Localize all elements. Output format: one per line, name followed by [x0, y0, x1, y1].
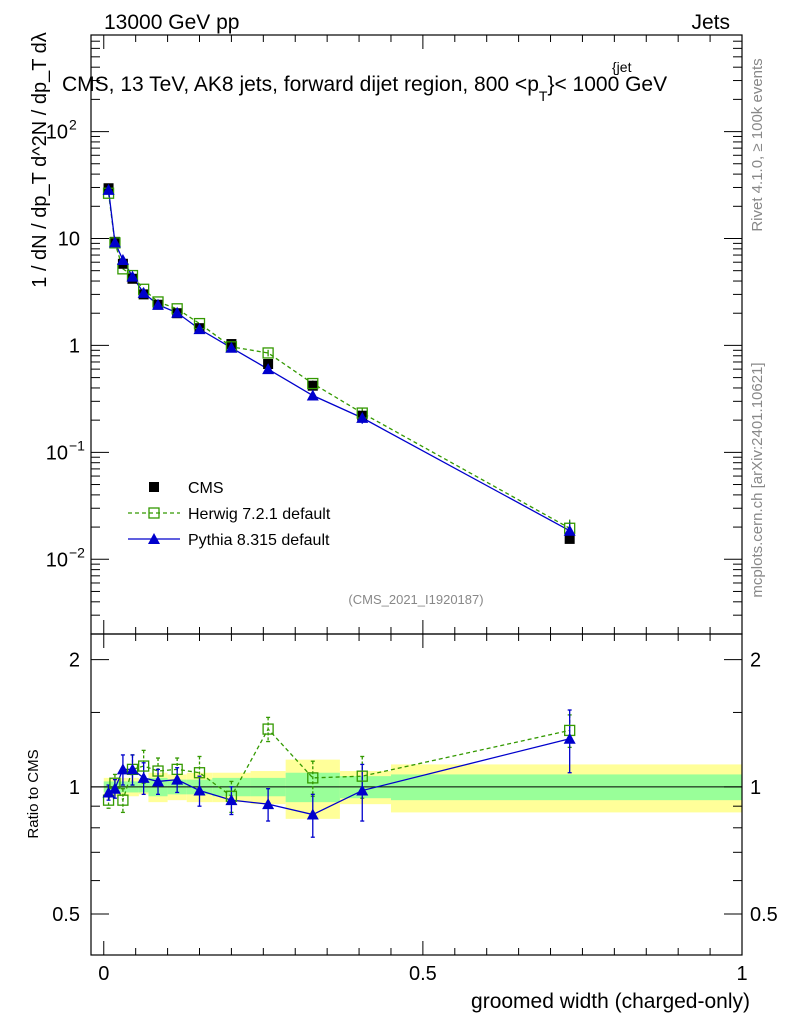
ratio-pythia-point-8 [225, 794, 238, 806]
analysis-id: (CMS_2021_I1920187) [348, 592, 483, 607]
pythia-point-2 [116, 253, 129, 265]
legend-cms-marker [149, 482, 159, 492]
pythia-point-3 [126, 270, 139, 282]
ry-tick-label-right-0: 0.5 [750, 904, 778, 926]
main-y-axis-label: 1 / dN / dp_T d^2N / dp_T dλ [29, 32, 51, 287]
ratio-pythia-point-5 [152, 775, 165, 787]
legend-pythia-marker [148, 533, 160, 544]
pythia-point-12 [563, 524, 576, 536]
chart-title: CMS, 13 TeV, AK8 jets, forward dijet reg… [62, 73, 667, 104]
title-main: CMS, 13 TeV, AK8 jets, forward dijet reg… [62, 73, 539, 96]
ratio-panel: 0 0.5 1 0.5 0.5 1 1 2 2 [52, 633, 778, 985]
rivet-label: Rivet 4.1.0, ≥ 100k events [749, 58, 766, 231]
y-tick-label-0: 10 [46, 549, 68, 571]
ry-tick-label-right-1: 1 [750, 777, 761, 799]
ratio-pythia-point-7 [193, 784, 206, 796]
y-tick-label-3: 10 [58, 228, 80, 250]
ratio-pythia-point-4 [137, 771, 150, 783]
title-sup: {jet [612, 59, 632, 75]
pythia-line [107, 189, 570, 532]
pythia-point-11 [356, 411, 369, 423]
pythia-point-0 [102, 183, 115, 195]
y-tick-exp-4: 2 [69, 117, 77, 133]
ratio-pythia-point-9 [262, 798, 275, 810]
pythia-point-10 [306, 389, 319, 401]
legend-cms-label: CMS [188, 480, 224, 497]
ratio-pythia-point-0 [102, 786, 115, 798]
ry-tick-label-2: 2 [69, 650, 80, 672]
ratio-herwig-point-2 [117, 794, 129, 806]
pythia-point-5 [152, 298, 165, 310]
ratio-pythia-point-3 [126, 763, 139, 775]
ratio-pythia-point-10 [306, 808, 319, 820]
header-right: Jets [691, 11, 730, 34]
herwig-point-10 [307, 377, 319, 390]
x-axis-label: groomed width (charged-only) [471, 990, 750, 1013]
ratio-pythia-point-11 [356, 784, 369, 796]
y-tick-exp-0: −2 [69, 544, 85, 560]
pythia-point-9 [262, 363, 275, 375]
legend-herwig-marker [148, 507, 160, 519]
ratio-herwig-point-9 [262, 723, 274, 735]
legend: CMS Herwig 7.2.1 default Pythia 8.315 de… [128, 480, 331, 549]
herwig-line [107, 193, 570, 529]
y-tick-exp-1: −1 [69, 437, 85, 453]
ratio-pythia-point-6 [171, 773, 184, 785]
pythia-point-8 [225, 341, 238, 353]
title-tail: }< 1000 GeV [547, 73, 667, 96]
y-tick-label-4: 10 [46, 122, 68, 144]
pythia-point-1 [108, 236, 121, 248]
cms-point-10 [307, 380, 318, 391]
herwig-point-9 [262, 347, 274, 359]
ratio-herwig-point-11 [356, 770, 368, 782]
legend-pythia-label: Pythia 8.315 default [188, 532, 330, 549]
ratio-pythia-point-12 [563, 732, 576, 744]
ratio-pythia-point-2 [116, 763, 129, 775]
ratio-frame [90, 633, 743, 956]
ry-tick-label-right-2: 2 [750, 650, 761, 672]
ratio-herwig-point-10 [307, 772, 319, 784]
pythia-point-6 [171, 306, 184, 318]
x-tick-label-1: 0.5 [409, 963, 437, 985]
title-sub: T [539, 88, 548, 104]
ylabel-text: 1 / dN / dp_T d^2N / dp_T dλ [29, 32, 51, 287]
pythia-point-4 [137, 286, 150, 298]
ry-tick-label-1: 1 [69, 777, 80, 799]
y-tick-label-2: 1 [69, 335, 80, 357]
x-tick-label-0: 0 [98, 963, 109, 985]
y-tick-label-1: 10 [46, 442, 68, 464]
x-tick-label-2: 1 [736, 963, 747, 985]
header-left: 13000 GeV pp [104, 11, 239, 34]
pythia-point-7 [193, 323, 206, 335]
legend-herwig-label: Herwig 7.2.1 default [188, 506, 331, 523]
ratio-pythia-point-1 [108, 782, 121, 794]
mcplots-label: mcplots.cern.ch [arXiv:2401.10621] [749, 362, 766, 597]
ry-tick-label-0: 0.5 [52, 904, 80, 926]
ratio-herwig-point-7 [193, 767, 206, 779]
ratio-herwig-point-4 [138, 760, 150, 772]
ratio-y-axis-label: Ratio to CMS [25, 749, 42, 838]
cms-point-12 [564, 533, 575, 544]
